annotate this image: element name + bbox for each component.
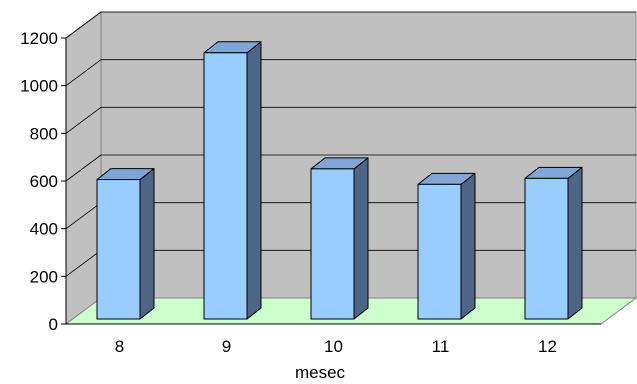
y-tick-label: 1200 [20, 29, 58, 48]
bar-side [353, 157, 369, 320]
x-tick-label: 10 [324, 337, 343, 356]
bar [96, 168, 155, 320]
bar-side [567, 166, 583, 320]
bar-front [203, 52, 248, 320]
x-tick-label: 11 [432, 337, 450, 356]
bar-side [139, 168, 155, 320]
bar [417, 172, 476, 320]
y-tick-label: 200 [30, 267, 58, 286]
y-tick-label: 1000 [20, 77, 58, 96]
x-tick-label: 8 [115, 337, 124, 356]
y-tick-label: 800 [30, 124, 58, 143]
y-tick-label: 0 [49, 315, 58, 334]
bar-front [96, 179, 141, 320]
gridline-side [65, 202, 102, 229]
y-axis: 0 200 400 600 800 1000 1200 [20, 29, 67, 334]
bars [96, 41, 583, 320]
y-tick-label: 600 [30, 172, 58, 191]
bar [524, 166, 583, 320]
bar-front [310, 168, 355, 320]
bar [310, 157, 369, 320]
gridline-side [65, 59, 102, 86]
bar [203, 41, 262, 320]
gridline-side [65, 250, 102, 277]
x-tick-label: 9 [222, 337, 231, 356]
bar-side [246, 41, 262, 320]
x-tick-label: 12 [538, 337, 557, 356]
x-axis: 8 9 10 11 12 [66, 323, 601, 356]
gridline-side [65, 154, 102, 182]
bar-front [417, 183, 462, 320]
gridline-side [65, 11, 102, 39]
y-tick-label: 400 [30, 220, 58, 239]
bar-front [524, 177, 569, 320]
x-axis-title: mesec [295, 363, 346, 382]
bar-side [460, 172, 476, 320]
gridline-side [65, 107, 102, 134]
